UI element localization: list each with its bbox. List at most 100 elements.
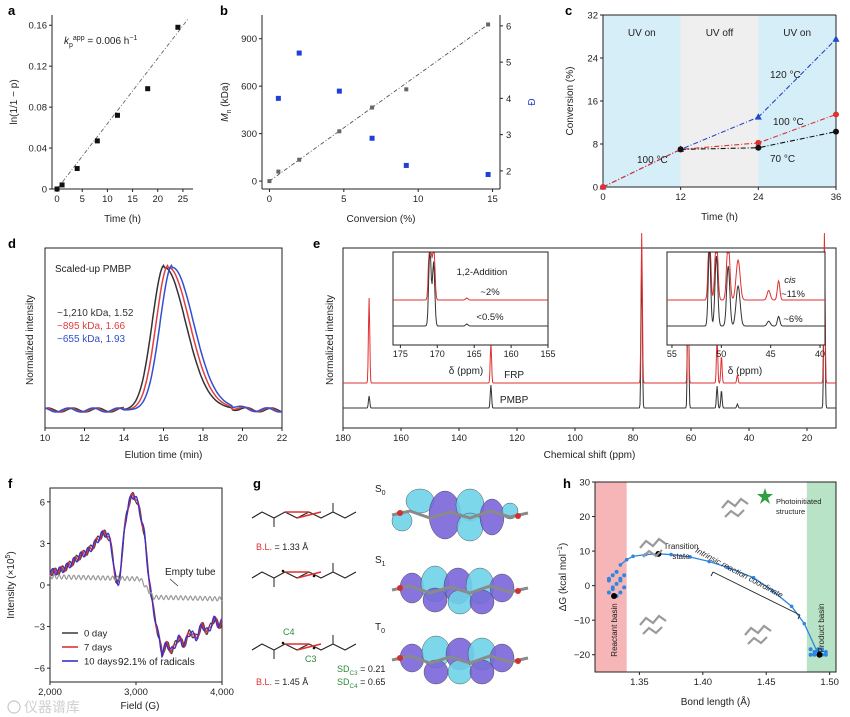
nmr-trace <box>343 232 836 384</box>
temperature-label: 70 °C <box>770 154 795 165</box>
reactant-cluster-point <box>614 581 619 586</box>
product-cluster-point <box>812 652 817 657</box>
panel-letter: h <box>563 476 571 491</box>
y-tick-label: 300 <box>241 129 257 140</box>
x-tick-label: 5 <box>341 194 346 205</box>
y-tick-label: 0.16 <box>29 21 48 32</box>
oxygen-atom <box>397 655 403 661</box>
ts-label: state <box>672 552 690 561</box>
data-point <box>114 112 120 118</box>
photo-label: structure <box>776 507 805 516</box>
reactant-basin-region <box>595 482 627 672</box>
irc-point <box>688 555 692 559</box>
x-tick-label: 15 <box>127 194 138 205</box>
nmr-trace <box>343 257 836 409</box>
inset-trace <box>667 252 825 301</box>
carbon-label: C3 <box>305 654 317 664</box>
y-tick-label: 0 <box>252 177 257 188</box>
inset-frame <box>666 251 826 346</box>
x-tick-label: 36 <box>831 192 842 203</box>
chart-title: Scaled-up PMBP <box>55 264 131 275</box>
bracket <box>710 571 714 577</box>
y-tick-label: −6 <box>34 664 45 675</box>
inset-label: ~2% <box>480 287 500 298</box>
uv-region <box>603 15 681 187</box>
x-tick-label: 120 <box>509 433 525 444</box>
x-tick-label: 18 <box>198 433 209 444</box>
temperature-label: 100 °C <box>773 117 804 128</box>
reactant-cluster-point <box>606 590 611 595</box>
inset-label: cis <box>784 275 796 286</box>
data-point <box>297 157 302 162</box>
reactant-cluster-point <box>610 573 615 578</box>
y-axis-label: Normalized intensity <box>25 295 36 385</box>
molecule-skeleton <box>251 571 357 579</box>
series-line <box>602 113 837 188</box>
irc-point <box>770 589 775 593</box>
y-tick-label: 24 <box>587 54 598 65</box>
y-tick-label: 900 <box>241 34 257 45</box>
product-cluster-point <box>816 647 821 652</box>
photo-label: Photoinitiated <box>776 497 821 506</box>
x-tick-label: 80 <box>628 433 639 444</box>
data-point <box>275 95 281 101</box>
fit-line <box>269 24 489 182</box>
x-tick-label: 175 <box>393 349 408 359</box>
data-point <box>337 129 342 134</box>
y-tick-label: −3 <box>34 622 45 633</box>
x-tick-label: 165 <box>467 349 482 359</box>
double-bond <box>296 571 322 579</box>
inset-label: ~6% <box>783 314 803 325</box>
reactant-cluster-point <box>622 573 627 578</box>
orbital-lobe <box>489 573 515 603</box>
y-tick-label: 32 <box>587 11 598 22</box>
y2-tick-label: 3 <box>506 130 511 141</box>
region-label: UV off <box>706 28 734 39</box>
reactant-cluster-point <box>610 587 615 592</box>
molecule-backbone <box>391 509 529 520</box>
x-tick-label: 24 <box>753 192 764 203</box>
data-point <box>486 22 491 27</box>
panel-a: a 0 5 10 15 20 25 0 0.04 0.08 0.12 0.16 Time (h) ln(1… <box>8 3 193 225</box>
panel-letter: d <box>8 236 16 251</box>
y-axis-label: Normalized intensity <box>325 295 336 385</box>
panel-letter: c <box>565 3 572 18</box>
inset-trace <box>393 252 548 301</box>
region-label: UV on <box>628 28 656 39</box>
y-axis-label: ln(1/1 − p) <box>9 79 20 124</box>
irc-point <box>789 604 794 609</box>
basin-label: Reactant basin <box>610 603 619 656</box>
spin-density-label: SDC4 = 0.65 <box>337 677 385 690</box>
data-point <box>267 179 272 184</box>
plot-frame <box>594 481 837 673</box>
x-tick-label: 10 <box>102 194 113 205</box>
y-tick-label: 0 <box>40 581 45 592</box>
region-label: UV on <box>783 28 811 39</box>
x-tick-label: 20 <box>237 433 248 444</box>
x-tick-label: 5 <box>80 194 85 205</box>
watermark: 仪器谱库 <box>7 699 80 715</box>
carbon-label: C4 <box>283 627 295 637</box>
x-axis-label: Chemical shift (ppm) <box>544 450 636 461</box>
panel-g: g B.L. = 1.33 Å B.L. = 1.45 Å C4 C3 SDC3 = 0.… <box>251 476 529 690</box>
irc-point <box>707 559 711 564</box>
molecule-sketch <box>642 549 663 558</box>
double-bond <box>296 511 322 519</box>
x-axis-label: Elution time (min) <box>125 450 203 461</box>
product-cluster-point <box>812 649 817 654</box>
product-cluster-point <box>820 647 825 652</box>
data-point <box>74 166 80 172</box>
x-axis-label: Conversion (%) <box>347 214 416 225</box>
orbital-lobe <box>469 659 495 685</box>
y-tick-label: 30 <box>579 478 590 489</box>
uv-region <box>680 15 759 187</box>
x-tick-label: 1.40 <box>694 677 713 688</box>
y-tick-label: 8 <box>593 140 598 151</box>
y-tick-label: 20 <box>579 512 590 523</box>
x-tick-label: 40 <box>744 433 755 444</box>
x-tick-label: 60 <box>686 433 697 444</box>
legend-entry: ~895 kDa, 1.66 <box>57 321 126 332</box>
y2-axis-label: Đ <box>527 98 538 105</box>
watermark-logo <box>7 700 21 714</box>
x-tick-label: 0 <box>54 194 59 205</box>
